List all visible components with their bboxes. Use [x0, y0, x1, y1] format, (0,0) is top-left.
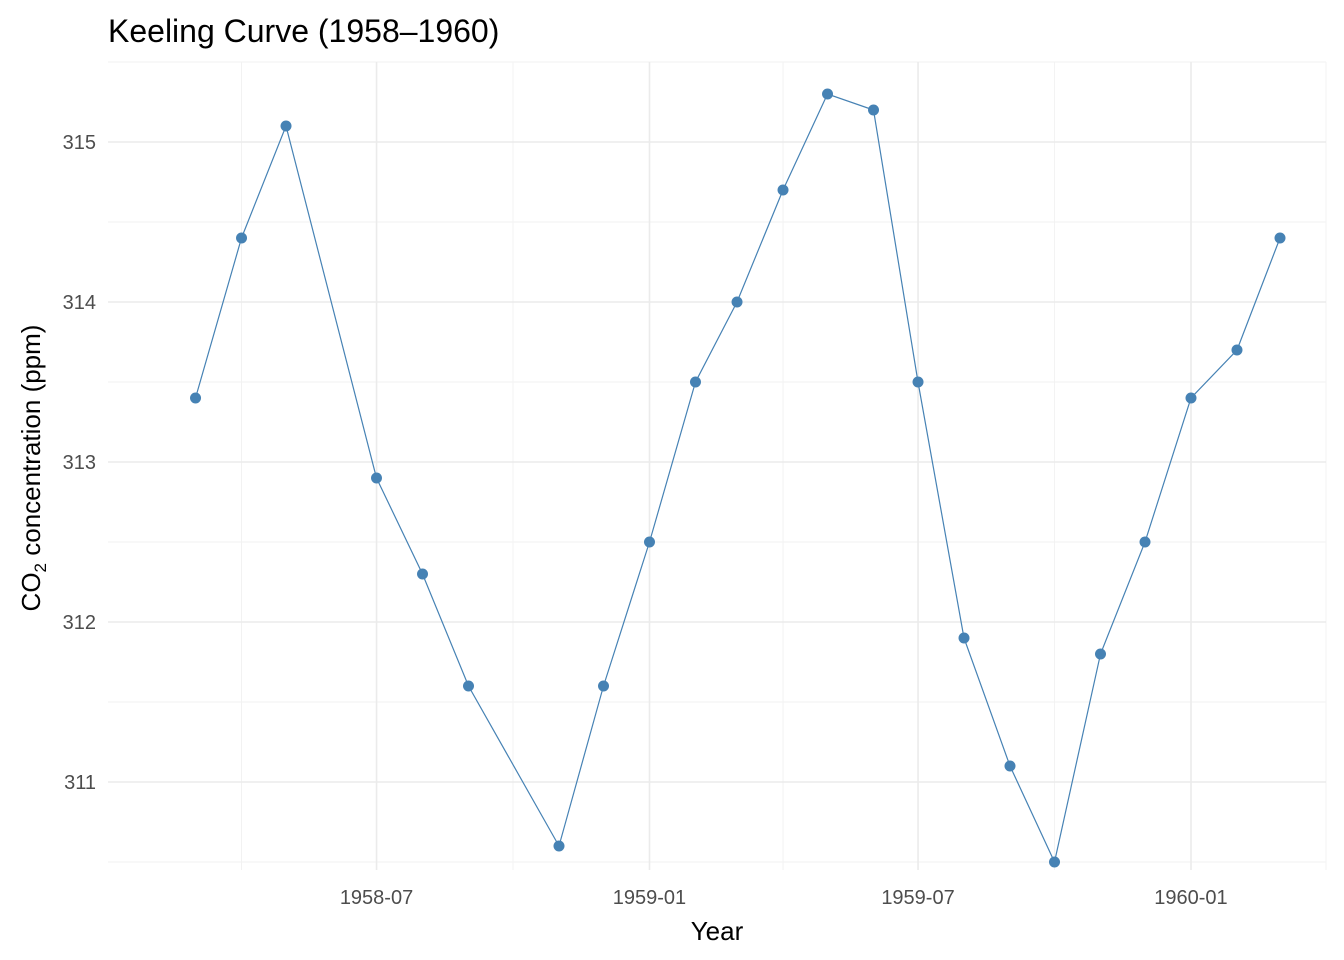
- y-tick-label: 311: [64, 772, 96, 794]
- co2-data-point: [1274, 232, 1286, 244]
- y-tick-label: 313: [63, 452, 96, 474]
- co2-data-point: [1094, 648, 1106, 660]
- co2-data-point: [777, 184, 789, 196]
- chart-title: Keeling Curve (1958–1960): [108, 13, 499, 49]
- co2-series: [190, 88, 1286, 868]
- x-axis-tick-labels: 1958-07 1959-01 1959-07 1960-01: [340, 887, 1228, 909]
- co2-data-point: [1004, 760, 1016, 772]
- co2-data-point: [190, 392, 202, 404]
- co2-data-point: [958, 632, 970, 644]
- co2-data-point: [553, 840, 565, 852]
- co2-data-point: [236, 232, 248, 244]
- major-x-gridlines: [375, 62, 1192, 870]
- y-tick-label: 312: [63, 612, 96, 634]
- co2-data-point: [689, 376, 701, 388]
- x-tick-label: 1958-07: [340, 887, 413, 909]
- y-axis-title: CO2 concentration (ppm): [16, 325, 50, 612]
- co2-data-point: [280, 120, 292, 132]
- co2-data-point: [1231, 344, 1243, 356]
- co2-data-point: [643, 536, 655, 548]
- co2-data-point: [371, 472, 383, 484]
- y-tick-label: 314: [63, 292, 96, 314]
- co2-data-point: [912, 376, 924, 388]
- major-y-gridlines: [108, 141, 1326, 783]
- y-axis-title-main: CO: [16, 572, 46, 611]
- co2-data-point: [1049, 856, 1061, 868]
- y-tick-label: 315: [63, 132, 96, 154]
- x-tick-label: 1959-01: [613, 887, 686, 909]
- co2-data-point: [1139, 536, 1151, 548]
- x-axis-title: Year: [691, 916, 744, 946]
- co2-line: [194, 93, 1281, 864]
- minor-x-gridlines: [241, 62, 1327, 870]
- x-tick-label: 1960-01: [1154, 887, 1227, 909]
- y-axis-tick-labels: 311 312 313 314 315: [63, 132, 96, 794]
- co2-data-point: [868, 104, 880, 116]
- y-axis-title-subscript: 2: [31, 563, 50, 572]
- co2-data-point: [822, 88, 834, 100]
- co2-data-point: [731, 296, 743, 308]
- y-axis-title-rest: concentration (ppm): [16, 325, 46, 563]
- x-tick-label: 1959-07: [881, 887, 954, 909]
- co2-data-point: [598, 680, 610, 692]
- co2-data-point: [463, 680, 475, 692]
- co2-data-point: [1185, 392, 1197, 404]
- co2-data-point: [417, 568, 429, 580]
